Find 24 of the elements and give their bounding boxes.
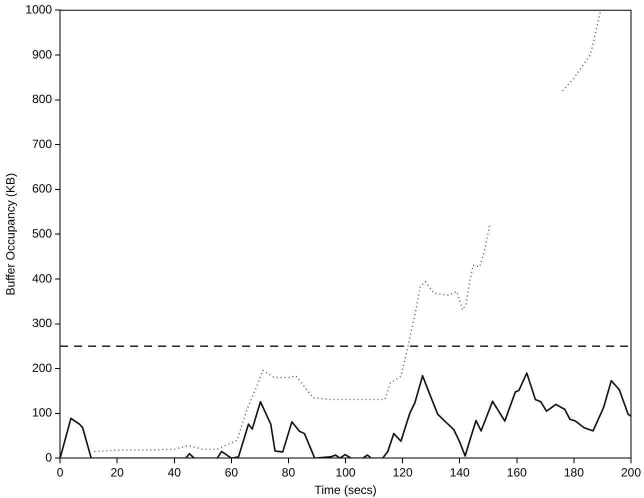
y-tick-label: 800 (32, 92, 52, 106)
y-tick-label: 200 (32, 360, 52, 375)
y-tick-label: 700 (32, 136, 52, 151)
y-tick-label: 400 (32, 271, 52, 286)
x-tick-label: 60 (224, 466, 238, 480)
y-tick-label: 900 (32, 47, 52, 62)
x-axis-title: Time (secs) (314, 483, 377, 498)
x-tick-label: 160 (506, 466, 528, 480)
x-tick-label: 200 (620, 466, 642, 480)
y-tick-label: 0 (45, 450, 52, 465)
x-tick-label: 80 (282, 466, 296, 480)
y-axis-title: Buffer Occupancy (KB) (4, 172, 18, 296)
y-tick-label: 100 (32, 406, 52, 420)
y-tick-label: 300 (32, 316, 52, 330)
x-tick-label: 180 (564, 466, 584, 480)
x-tick-label: 140 (450, 466, 470, 480)
x-tick-label: 0 (56, 466, 64, 480)
y-tick-label: 1000 (25, 2, 52, 17)
x-tick-label: 40 (168, 466, 182, 480)
x-tick-label: 100 (336, 466, 356, 480)
y-tick-label: 500 (32, 226, 52, 241)
x-tick-label: 20 (110, 466, 124, 480)
y-tick-label: 600 (32, 182, 52, 196)
x-tick-label: 120 (392, 466, 413, 480)
